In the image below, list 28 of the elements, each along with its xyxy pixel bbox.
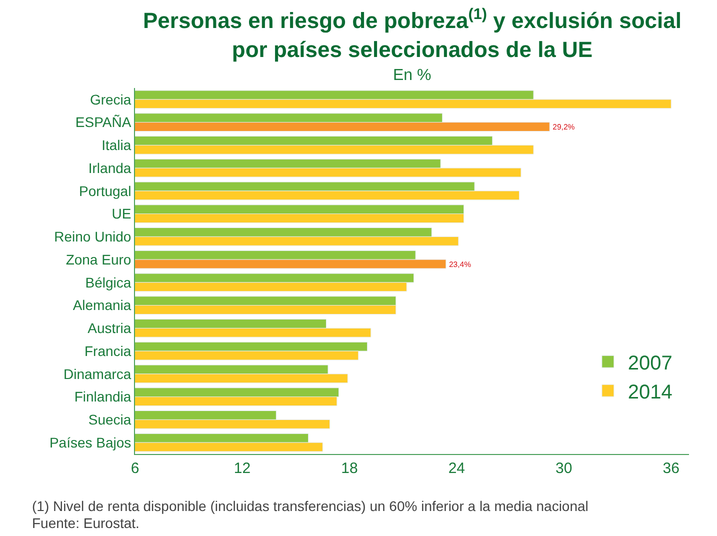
legend-label: 2014 [628, 381, 672, 404]
y-tick-label: Suecia [88, 412, 132, 428]
x-tick-label: 12 [234, 460, 251, 477]
y-tick-label: Reino Unido [54, 228, 132, 245]
y-tick-label: Países Bajos [49, 434, 132, 450]
y-tick-label: Portugal [79, 182, 132, 199]
y-tick-label: ESPAÑA [75, 114, 132, 130]
legend-label: 2007 [628, 352, 672, 374]
x-tick-label: 36 [662, 460, 680, 477]
x-tick-label: 30 [556, 460, 572, 477]
x-tick-label: 6 [130, 460, 140, 477]
chart-title: Personas en riesgo de pobreza$^{(1)}$ y exclusión social por países seleccionados de la UE [143, 6, 682, 62]
source-note: Fuente: Eurostat. [32, 515, 140, 531]
y-tick-label: Dinamarca [63, 366, 132, 382]
x-tick-label: 24 [448, 460, 466, 477]
y-tick-label: Finlandia [74, 388, 132, 405]
y-tick-label: UE [112, 206, 132, 222]
y-tick-label: Italia [102, 137, 132, 154]
y-tick-label: Irlanda [88, 160, 132, 176]
y-tick-label: Alemania [72, 297, 132, 314]
y-tick-label: Francia [84, 342, 132, 359]
y-tick-label: Grecia [90, 91, 132, 108]
y-tick-label: Bélgica [85, 274, 132, 290]
text: (1) Nivel de renta disponible (incluidas transferencias) un 60% inferior a la media nacional [32, 498, 588, 514]
y-tick-label: Zona Euro [66, 251, 132, 268]
chart-subtitle: En % [393, 67, 432, 84]
y-tick-label: Austria [88, 320, 132, 336]
x-tick-label: 18 [341, 460, 358, 477]
